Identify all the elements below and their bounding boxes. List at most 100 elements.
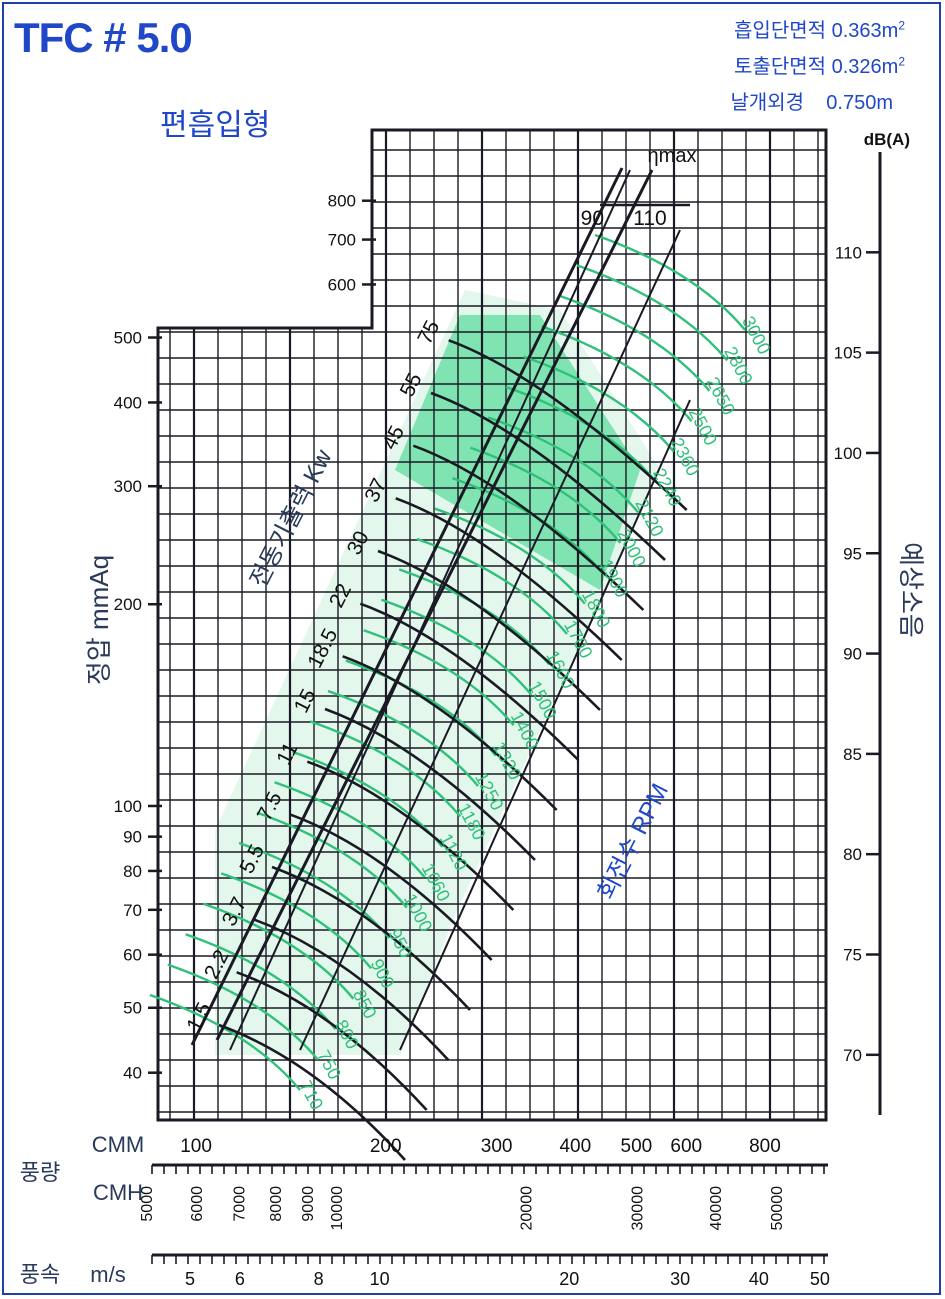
rpm-label: 2800 bbox=[720, 343, 756, 388]
y-tick-label: 800 bbox=[328, 192, 356, 211]
db-tick-label: 110 bbox=[835, 243, 862, 262]
spec-sup: 2 bbox=[898, 18, 905, 33]
power-curve bbox=[342, 655, 558, 811]
spec-sup: 2 bbox=[898, 54, 905, 69]
power-curve bbox=[271, 865, 471, 1011]
efficiency-line bbox=[299, 229, 681, 1051]
rpm-label: 2650 bbox=[702, 374, 738, 419]
spec-label: 토출단면적 bbox=[734, 56, 827, 78]
y-tick-label: 100 bbox=[114, 797, 142, 816]
rpm-curve bbox=[559, 294, 711, 392]
rpm-curve bbox=[541, 325, 693, 422]
power-curve bbox=[359, 602, 580, 761]
eta-max-label: ηmax bbox=[648, 145, 697, 167]
velocity-tick-label: 50 bbox=[810, 1269, 830, 1289]
power-curve bbox=[430, 391, 666, 561]
cmm-unit-label: CMM bbox=[92, 1132, 145, 1157]
spec-value: 0.363m bbox=[831, 20, 899, 42]
spec-label: 흡입단면적 bbox=[734, 20, 827, 42]
power-label: 110 bbox=[633, 207, 666, 230]
rpm-curve bbox=[523, 355, 675, 453]
y-tick-label: 70 bbox=[123, 901, 142, 920]
velocity-tick-label: 40 bbox=[749, 1269, 769, 1289]
db-tick-label: 80 bbox=[843, 845, 862, 864]
db-unit-label: dB(A) bbox=[864, 130, 910, 149]
power-curve bbox=[306, 760, 515, 911]
power-curve bbox=[324, 707, 536, 861]
power-band-outer bbox=[190, 167, 624, 1046]
power-curve bbox=[395, 497, 623, 661]
cmh-tick-label: 8000 bbox=[268, 1186, 285, 1222]
power-label: 75 bbox=[413, 317, 444, 348]
y-tick-label: 400 bbox=[114, 393, 142, 412]
cmh-tick-label: 30000 bbox=[629, 1186, 646, 1231]
cmh-unit-label: CMH bbox=[93, 1180, 143, 1205]
cmh-tick-label: 40000 bbox=[708, 1186, 725, 1231]
velocity-tick-label: 10 bbox=[370, 1269, 390, 1289]
cmh-tick-label: 20000 bbox=[518, 1186, 535, 1231]
db-axis-label: 예상소음 bbox=[896, 542, 926, 638]
rpm-curve bbox=[220, 872, 373, 970]
y-tick-label: 40 bbox=[123, 1064, 142, 1083]
spec-inlet-area: 흡입단면적 0.363m2 bbox=[734, 14, 905, 43]
cmm-tick-label: 600 bbox=[670, 1136, 702, 1157]
rpm-curve bbox=[274, 781, 426, 878]
rpm-label: 2240 bbox=[649, 465, 685, 510]
cmh-tick-label: 7000 bbox=[231, 1186, 248, 1222]
db-tick-label: 90 bbox=[843, 645, 862, 664]
y-tick-label: 700 bbox=[328, 231, 356, 250]
y-tick-label: 300 bbox=[114, 477, 142, 496]
spec-outlet-area: 토출단면적 0.326m2 bbox=[734, 50, 905, 79]
rpm-curve bbox=[416, 537, 568, 635]
db-tick-label: 95 bbox=[843, 544, 862, 563]
y-tick-label: 80 bbox=[123, 862, 142, 881]
power-band-inner bbox=[215, 169, 654, 1041]
velocity-tick-label: 8 bbox=[314, 1269, 324, 1289]
rpm-curve bbox=[256, 811, 408, 909]
rpm-curve bbox=[434, 507, 586, 605]
rpm-curve bbox=[363, 629, 515, 726]
cmh-tick-label: 50000 bbox=[769, 1186, 786, 1231]
y-axis-label: 정압 mmAq bbox=[84, 555, 114, 685]
cmm-tick-label: 300 bbox=[481, 1136, 513, 1157]
efficiency-line bbox=[229, 169, 631, 1051]
rpm-curve bbox=[203, 902, 355, 1000]
y-tick-label: 60 bbox=[123, 946, 142, 965]
y-tick-label: 50 bbox=[123, 999, 142, 1018]
cmm-tick-label: 800 bbox=[749, 1136, 781, 1157]
chart-subtitle: 편흡입형 bbox=[160, 109, 271, 142]
velocity-tick-label: 5 bbox=[185, 1269, 195, 1289]
spec-label: 날개외경 bbox=[730, 92, 805, 114]
efficiency-line bbox=[399, 399, 691, 1051]
rpm-curve bbox=[167, 963, 319, 1061]
power-curve bbox=[253, 918, 450, 1061]
power-curve bbox=[377, 549, 601, 711]
rpm-curve bbox=[470, 446, 622, 544]
y-tick-label: 200 bbox=[114, 595, 142, 614]
cmh-tick-label: 5000 bbox=[139, 1186, 156, 1222]
y-tick-label: 90 bbox=[123, 828, 142, 847]
db-tick-label: 85 bbox=[843, 745, 862, 764]
plot-outline bbox=[156, 128, 828, 1122]
db-tick-label: 75 bbox=[843, 946, 862, 965]
velocity-tick-label: 6 bbox=[235, 1269, 245, 1289]
chart-title: TFC # 5.0 bbox=[14, 14, 193, 61]
rpm-curve bbox=[594, 233, 746, 331]
db-tick-label: 105 bbox=[834, 344, 862, 363]
db-tick-label: 100 bbox=[834, 444, 862, 463]
rpm-curve bbox=[487, 416, 640, 514]
cmh-tick-label: 6000 bbox=[189, 1186, 206, 1222]
cmh-tick-label: 10000 bbox=[329, 1186, 346, 1231]
spec-impeller-diameter: 날개외경 0.750m bbox=[730, 86, 893, 115]
rpm-curve bbox=[327, 689, 479, 787]
cmm-tick-label: 400 bbox=[559, 1136, 591, 1157]
power-curve bbox=[448, 339, 688, 511]
y-tick-label: 600 bbox=[328, 275, 356, 294]
rpm-label: 2500 bbox=[685, 404, 721, 449]
cmh-tick-label: 9000 bbox=[300, 1186, 317, 1222]
rpm-curve bbox=[185, 933, 337, 1030]
cmm-tick-label: 200 bbox=[370, 1136, 402, 1157]
power-label: 90 bbox=[581, 207, 604, 230]
rpm-curve bbox=[149, 993, 301, 1091]
